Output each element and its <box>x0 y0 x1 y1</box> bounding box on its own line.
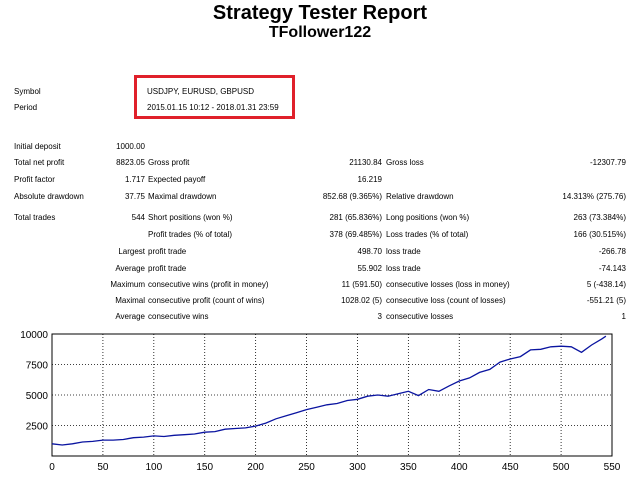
profit-factor-label: Profit factor <box>14 175 55 184</box>
average-profit-trade-label: profit trade <box>148 264 187 273</box>
maximal-consecutive-loss-value: -551.21 (5) <box>586 296 626 305</box>
total-trades-label: Total trades <box>14 213 56 222</box>
largest-profit-trade-value: 498.70 <box>357 247 382 256</box>
total-trades-value: 544 <box>131 213 145 222</box>
x-tick-label: 450 <box>502 462 519 473</box>
long-positions-label: Long positions (won %) <box>386 213 470 222</box>
relative-drawdown-label: Relative drawdown <box>386 192 454 201</box>
maximum-label: Maximum <box>110 280 145 289</box>
profit-factor-value: 1.717 <box>124 175 145 184</box>
average-consecutive-label: Average <box>115 312 145 321</box>
absolute-drawdown-label: Absolute drawdown <box>14 192 84 201</box>
largest-loss-trade-label: loss trade <box>386 247 421 256</box>
profit-trades-label: Profit trades (% of total) <box>148 230 233 239</box>
x-tick-label: 500 <box>553 462 570 473</box>
report-title: Strategy Tester Report <box>212 2 428 24</box>
maximal-consecutive-profit-label: consecutive profit (count of wins) <box>148 296 265 305</box>
max-consecutive-wins-label: consecutive wins (profit in money) <box>148 280 269 289</box>
period-label: Period <box>14 103 38 112</box>
highlight-box <box>134 75 295 119</box>
loss-trades-label: Loss trades (% of total) <box>386 230 469 239</box>
x-tick-label: 350 <box>400 462 417 473</box>
report-subtitle: TFollower122 <box>268 24 372 41</box>
symbol-label: Symbol <box>14 87 41 96</box>
average-loss-trade-label: loss trade <box>386 264 421 273</box>
largest-profit-trade-label: profit trade <box>148 247 187 256</box>
max-consecutive-wins-value: 11 (591.50) <box>341 280 382 289</box>
initial-deposit-value: 1000.00 <box>116 142 145 151</box>
expected-payoff-label: Expected payoff <box>148 175 206 184</box>
y-tick-label: 7500 <box>26 361 49 372</box>
x-tick-label: 200 <box>247 462 264 473</box>
max-consecutive-losses-value: 5 (-438.14) <box>586 280 626 289</box>
x-tick-label: 0 <box>49 462 55 473</box>
average-consecutive-wins-value: 3 <box>377 312 382 321</box>
period-value: 2015.01.15 10:12 - 2018.01.31 23:59 <box>147 103 279 112</box>
gross-profit-label: Gross profit <box>148 158 190 167</box>
expected-payoff-value: 16.219 <box>357 175 382 184</box>
loss-trades-value: 166 (30.515%) <box>573 230 626 239</box>
short-positions-label: Short positions (won %) <box>148 213 233 222</box>
average-consecutive-losses-label: consecutive losses <box>386 312 454 321</box>
balance-line <box>51 335 607 446</box>
gross-profit-value: 21130.84 <box>349 158 382 167</box>
x-tick-label: 100 <box>145 462 162 473</box>
profit-trades-value: 378 (69.485%) <box>329 230 382 239</box>
y-tick-label: 10000 <box>20 330 48 341</box>
x-tick-label: 250 <box>298 462 315 473</box>
x-tick-label: 150 <box>196 462 213 473</box>
gross-loss-value: -12307.79 <box>589 158 626 167</box>
maximal-consecutive-profit-value: 1028.02 (5) <box>341 296 382 305</box>
relative-drawdown-value: 14.313% (275.76) <box>562 192 626 201</box>
total-net-profit-value: 8823.05 <box>116 158 145 167</box>
x-tick-label: 400 <box>451 462 468 473</box>
maximal-drawdown-label: Maximal drawdown <box>148 192 217 201</box>
balance-chart: 0 50 100 150 200 250 300 350 400 450 500 550 2500 500… <box>20 330 621 473</box>
largest-loss-trade-value: -266.78 <box>598 247 626 256</box>
largest-label: Largest <box>118 247 145 256</box>
absolute-drawdown-value: 37.75 <box>124 192 145 201</box>
average-loss-trade-value: -74.143 <box>598 264 626 273</box>
gross-loss-label: Gross loss <box>386 158 424 167</box>
average-profit-trade-value: 55.902 <box>357 264 382 273</box>
max-consecutive-losses-label: consecutive losses (loss in money) <box>386 280 510 289</box>
maximal-consecutive-loss-label: consecutive loss (count of losses) <box>386 296 506 305</box>
average-consecutive-wins-label: consecutive wins <box>148 312 209 321</box>
y-tick-label: 5000 <box>26 391 49 402</box>
maximal-label: Maximal <box>115 296 145 305</box>
x-tick-label: 300 <box>349 462 366 473</box>
x-tick-label: 50 <box>97 462 109 473</box>
average-label: Average <box>115 264 145 273</box>
initial-deposit-label: Initial deposit <box>14 142 61 151</box>
y-tick-label: 2500 <box>26 422 49 433</box>
average-consecutive-losses-value: 1 <box>621 312 626 321</box>
total-net-profit-label: Total net profit <box>14 158 65 167</box>
maximal-drawdown-value: 852.68 (9.365%) <box>322 192 382 201</box>
symbol-value: USDJPY, EURUSD, GBPUSD <box>147 87 254 96</box>
long-positions-value: 263 (73.384%) <box>573 213 626 222</box>
short-positions-value: 281 (65.836%) <box>329 213 382 222</box>
x-tick-label: 550 <box>604 462 621 473</box>
